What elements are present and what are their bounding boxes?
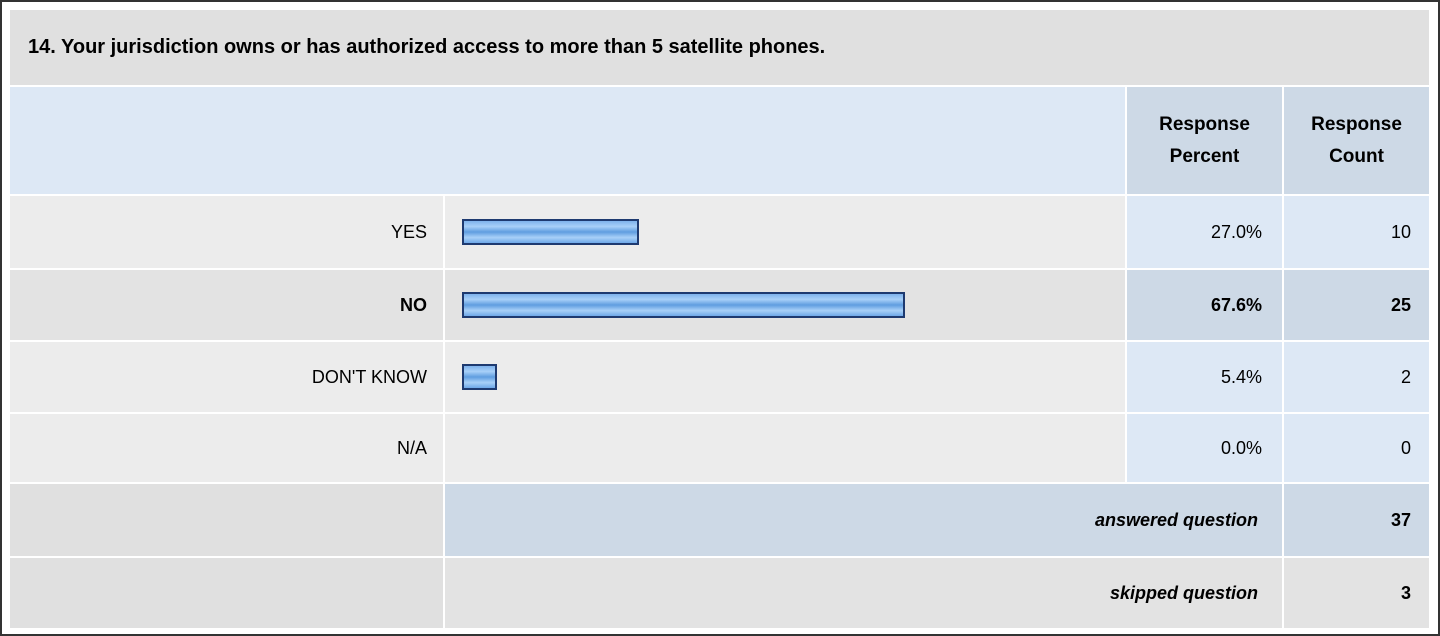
answered-question-count: 37: [1284, 484, 1429, 556]
bar-cell-na: [445, 414, 1125, 482]
question-title: 14. Your jurisdiction owns or has author…: [28, 36, 826, 58]
bar-cell-yes: [445, 196, 1125, 268]
bar-cell-dont-know: [445, 342, 1125, 412]
count-dont-know: 2: [1284, 342, 1429, 412]
answered-blank-cell: [10, 484, 443, 556]
count-no: 25: [1284, 270, 1429, 340]
skipped-question-count: 3: [1284, 558, 1429, 628]
percent-yes: 27.0%: [1127, 196, 1282, 268]
skipped-blank-cell: [10, 558, 443, 628]
row-label-no: NO: [10, 270, 443, 340]
answered-question-label: answered question: [445, 484, 1282, 556]
percent-dont-know: 5.4%: [1127, 342, 1282, 412]
question-header: 14. Your jurisdiction owns or has author…: [10, 10, 1429, 85]
bar-yes: [462, 219, 639, 245]
count-na: 0: [1284, 414, 1429, 482]
percent-na: 0.0%: [1127, 414, 1282, 482]
response-count-header: Response Count: [1284, 87, 1429, 194]
row-label-na: N/A: [10, 414, 443, 482]
count-yes: 10: [1284, 196, 1429, 268]
bar-no: [462, 292, 905, 318]
bar-cell-no: [445, 270, 1125, 340]
skipped-question-label: skipped question: [445, 558, 1282, 628]
bar-dont-know: [462, 364, 497, 390]
header-blank-cell: [10, 87, 1125, 194]
row-label-yes: YES: [10, 196, 443, 268]
percent-no: 67.6%: [1127, 270, 1282, 340]
response-percent-header: Response Percent: [1127, 87, 1282, 194]
row-label-dont-know: DON'T KNOW: [10, 342, 443, 412]
